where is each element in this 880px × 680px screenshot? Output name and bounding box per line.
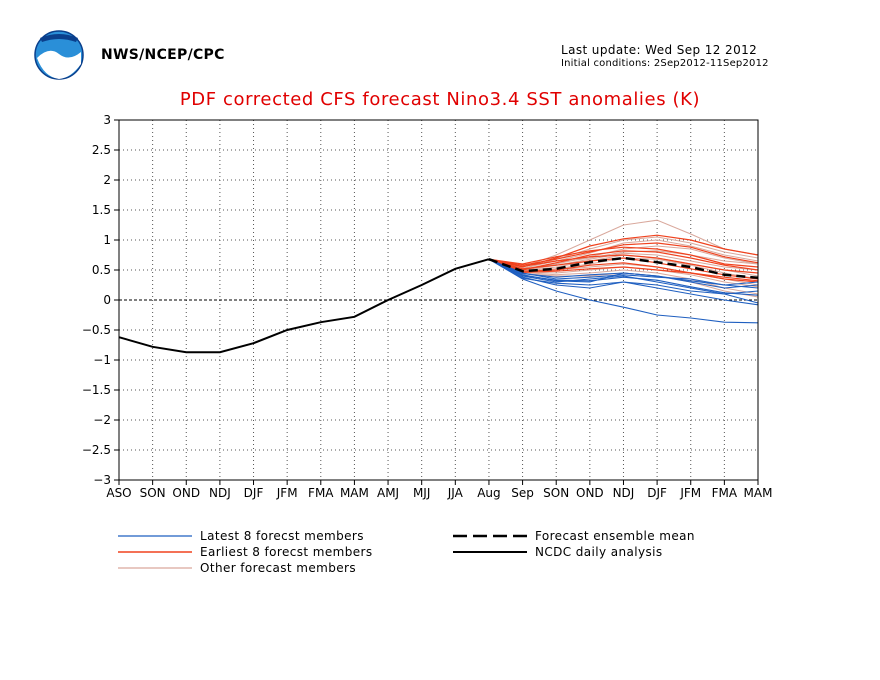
x-tick-label: DJF (647, 486, 667, 500)
y-tick-label: −0.5 (82, 323, 111, 337)
y-tick-label: 0.5 (92, 263, 111, 277)
x-tick-label: SON (543, 486, 569, 500)
legend-label-mean-dashed: Forecast ensemble mean (535, 529, 695, 543)
legend-label-other: Other forecast members (200, 561, 356, 575)
other-member-line (488, 239, 759, 269)
x-tick-label: OND (576, 486, 604, 500)
earliest-member-line (488, 254, 759, 274)
last-update-text: Last update: Wed Sep 12 2012 (561, 43, 758, 57)
y-tick-label: 1.5 (92, 203, 111, 217)
latest-member-line (488, 258, 759, 296)
y-tick-label: 2 (103, 173, 111, 187)
latest-member-line (488, 258, 759, 324)
y-tick-label: 3 (103, 113, 111, 127)
ensemble-mean-line (488, 256, 759, 280)
x-tick-label: JFM (276, 486, 298, 500)
y-axis-ticks: 3 2.5 2 1.5 1 0.5 0 −0.5 −1 −1.5 −2 −2.5 −3 (82, 113, 119, 487)
legend-label-earliest: Earliest 8 forecst members (200, 545, 372, 559)
latest-member-line (488, 258, 759, 286)
x-tick-label: Sep (511, 486, 534, 500)
legend-label-analysis: NCDC daily analysis (535, 545, 663, 559)
earliest-members (488, 234, 759, 283)
analysis-line (118, 258, 490, 354)
chart-title: PDF corrected CFS forecast Nino3.4 SST a… (179, 89, 701, 110)
x-tick-label: FMA (308, 486, 334, 500)
latest-member-line (488, 258, 759, 304)
x-tick-label: NDJ (613, 486, 635, 500)
x-tick-label: ASO (106, 486, 131, 500)
legend: Latest 8 forecst members Earliest 8 forec… (118, 529, 695, 575)
y-tick-label: −1 (93, 353, 111, 367)
latest-member-line (488, 258, 759, 306)
noaa-logo (34, 30, 84, 80)
analysis-series (118, 258, 490, 354)
x-tick-label: MJJ (413, 486, 430, 500)
latest-members (488, 258, 759, 324)
x-axis-ticks: ASO SON OND NDJ DJF JFM FMA MAM AMJ MJJ JJA Aug Sep S… (106, 480, 772, 500)
y-tick-label: 1 (103, 233, 111, 247)
x-tick-label: SON (140, 486, 166, 500)
x-tick-label: FMA (712, 486, 738, 500)
earliest-member-line (488, 246, 759, 268)
ensemble-mean-series (488, 256, 759, 280)
y-tick-label: 2.5 (92, 143, 111, 157)
y-tick-label: −2.5 (82, 443, 111, 457)
y-tick-label: −3 (93, 473, 111, 487)
x-tick-label: DJF (244, 486, 264, 500)
other-member-line (488, 252, 759, 272)
y-tick-label: −2 (93, 413, 111, 427)
agency-label: NWS/NCEP/CPC (101, 47, 225, 63)
y-tick-label: −1.5 (82, 383, 111, 397)
earliest-member-line (488, 242, 759, 266)
x-tick-label: AMJ (377, 486, 399, 500)
x-tick-label: MAM (340, 486, 369, 500)
legend-label-latest: Latest 8 forecst members (200, 529, 364, 543)
x-tick-label: MAM (744, 486, 773, 500)
x-tick-label: NDJ (209, 486, 231, 500)
x-tick-label: JFM (679, 486, 701, 500)
y-tick-label: 0 (103, 293, 111, 307)
earliest-member-line (488, 258, 759, 282)
other-member-line (488, 258, 759, 295)
x-tick-label: OND (172, 486, 200, 500)
initial-conditions-text: Initial conditions: 2Sep2012-11Sep2012 (561, 58, 769, 69)
x-tick-label: Aug (477, 486, 500, 500)
x-tick-label: JJA (447, 486, 464, 500)
